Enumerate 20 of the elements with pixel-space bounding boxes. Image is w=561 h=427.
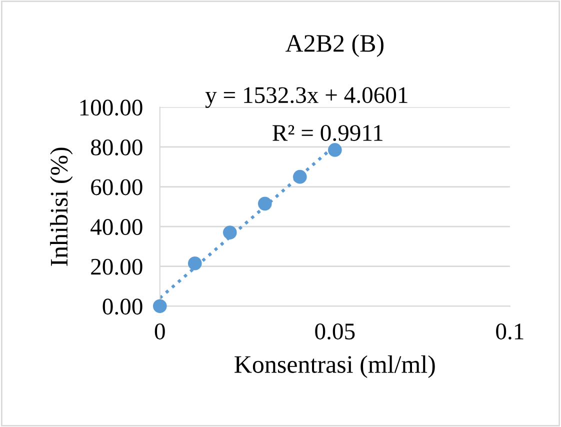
y-tick-label: 100.00 <box>80 100 142 116</box>
point <box>222 226 237 240</box>
y-axis-title: Inhibisi (%) <box>50 148 73 266</box>
point <box>328 143 342 157</box>
point <box>293 170 307 184</box>
x-tick-label: 0 <box>154 324 165 340</box>
x-axis-title: Konsentrasi (ml/ml) <box>234 355 435 378</box>
chart-title: A2B2 (B) <box>286 34 384 57</box>
y-tick-label: 60.00 <box>91 179 142 196</box>
annotation: y = 1532.3x + 4.0601 <box>205 87 408 108</box>
point <box>188 256 202 270</box>
y-tick-label: 20.00 <box>91 258 142 275</box>
annotation: R² = 0.9911 <box>272 125 382 142</box>
y-tick-label: 40.00 <box>90 219 142 236</box>
y-tick-label: 0.00 <box>102 298 142 315</box>
point <box>152 299 167 314</box>
point <box>258 196 272 211</box>
y-tick-label: 80.00 <box>90 139 142 156</box>
x-tick-label: 0.1 <box>496 324 524 340</box>
x-tick-label: 0.05 <box>315 324 355 340</box>
